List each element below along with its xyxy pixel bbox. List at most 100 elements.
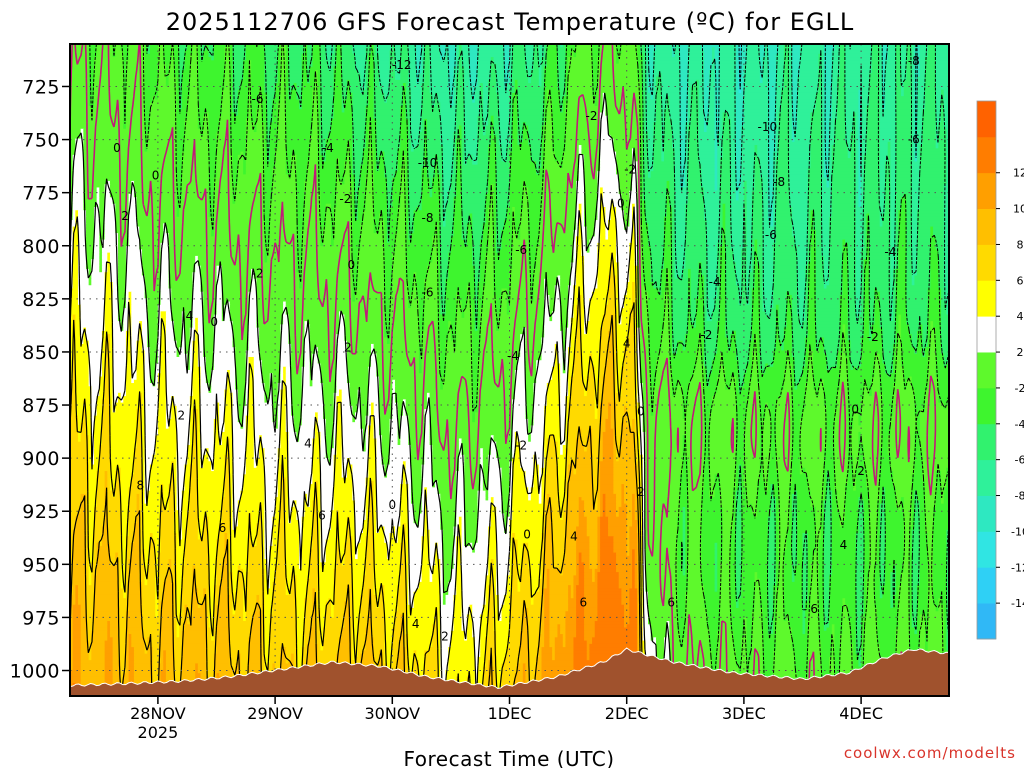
temperature-band-cell [640, 105, 644, 110]
temperature-band-cell [925, 96, 937, 101]
temperature-band-cell [477, 47, 505, 52]
temperature-band-cell [509, 44, 513, 48]
temperature-band-cell [690, 112, 700, 117]
temperature-band-cell [741, 53, 748, 58]
temperature-band-cell [815, 96, 822, 101]
temperature-band-cell [243, 63, 250, 68]
temperature-band-cell [333, 79, 343, 84]
temperature-band-cell [592, 89, 598, 94]
temperature-band-cell [88, 73, 95, 78]
temperature-band-cell [312, 60, 321, 65]
temperature-band-cell [618, 53, 638, 58]
temperature-band-cell [885, 96, 897, 101]
temperature-band-cell [562, 105, 567, 110]
temperature-band-cell [815, 102, 822, 107]
temperature-band-cell [70, 53, 90, 58]
temperature-band-cell [533, 66, 540, 71]
temperature-band-cell [653, 79, 657, 84]
temperature-band-cell [320, 44, 327, 48]
temperature-band-cell [288, 63, 303, 68]
temperature-band-cell [408, 60, 417, 65]
temperature-band-cell [679, 79, 689, 84]
temperature-band-cell [128, 47, 146, 52]
temperature-band-cell [528, 73, 532, 78]
temperature-band-cell [687, 112, 692, 117]
temperature-band-cell [88, 63, 95, 68]
temperature-band-cell [440, 112, 457, 117]
temperature-band-cell [232, 109, 239, 114]
temperature-band-cell [309, 66, 321, 71]
temperature-band-cell [184, 53, 191, 58]
temperature-band-cell [895, 73, 902, 78]
temperature-band-cell [645, 57, 649, 61]
temperature-band-cell [408, 66, 417, 71]
temperature-band-cell [472, 89, 476, 94]
temperature-band-cell [378, 70, 391, 74]
temperature-band-cell [887, 44, 897, 48]
temperature-band-cell [597, 76, 638, 81]
temperature-band-cell [709, 109, 716, 114]
temperature-band-cell [818, 70, 822, 74]
temperature-band-cell [568, 60, 593, 65]
temperature-band-cell [261, 96, 268, 101]
temperature-band-cell [925, 102, 937, 107]
temperature-band-cell [645, 70, 649, 74]
temperature-band-cell [778, 50, 785, 55]
temperature-band-cell [818, 53, 822, 58]
temperature-band-cell [482, 102, 489, 107]
temperature-band-cell [509, 50, 513, 55]
temperature-band-cell [490, 63, 497, 68]
temperature-band-cell [189, 76, 199, 81]
temperature-band-cell [232, 92, 239, 97]
temperature-band-cell [307, 53, 313, 58]
temperature-band-cell [645, 79, 649, 84]
temperature-band-cell [88, 53, 98, 58]
temperature-band-cell [373, 105, 401, 110]
temperature-band-cell [229, 50, 234, 55]
temperature-band-cell [653, 50, 673, 55]
temperature-band-cell [224, 50, 231, 55]
temperature-band-cell [517, 83, 540, 87]
temperature-band-cell [123, 60, 127, 65]
temperature-band-cell [823, 92, 833, 97]
temperature-band-cell [885, 76, 897, 81]
temperature-band-cell [296, 83, 303, 87]
temperature-band-cell [917, 102, 926, 107]
temperature-band-cell [368, 96, 375, 101]
temperature-band-cell [714, 96, 721, 101]
temperature-band-cell [882, 47, 889, 52]
temperature-band-cell [512, 66, 527, 71]
temperature-band-cell [237, 99, 250, 104]
temperature-band-cell [453, 73, 457, 78]
temperature-band-cell [333, 102, 343, 107]
temperature-band-cell [264, 47, 279, 52]
temperature-band-cell [512, 102, 519, 107]
temperature-band-cell [197, 99, 223, 104]
temperature-band-cell [837, 105, 846, 110]
temperature-band-cell [735, 86, 740, 91]
temperature-band-cell [679, 96, 689, 101]
temperature-band-cell [592, 53, 601, 58]
temperature-band-cell [687, 79, 697, 84]
temperature-band-cell [687, 44, 702, 48]
temperature-band-cell [837, 92, 846, 97]
temperature-band-cell [469, 76, 479, 81]
temperature-band-cell [783, 83, 790, 87]
temperature-band-cell [759, 47, 766, 52]
temperature-band-cell [837, 86, 846, 91]
temperature-band-cell [280, 63, 287, 68]
temperature-band-cell [530, 73, 540, 78]
temperature-band-cell [181, 83, 191, 87]
temperature-band-cell [488, 86, 497, 91]
temperature-band-cell [312, 47, 321, 52]
temperature-band-cell [530, 70, 540, 74]
temperature-band-cell [703, 66, 713, 71]
temperature-band-cell [743, 73, 761, 78]
temperature-band-cell [365, 63, 369, 68]
temperature-band-cell [125, 102, 146, 107]
temperature-band-cell [288, 47, 305, 52]
temperature-band-cell [277, 60, 282, 65]
temperature-band-cell [549, 96, 561, 101]
temperature-band-cell [533, 57, 540, 61]
temperature-band-cell [184, 66, 191, 71]
